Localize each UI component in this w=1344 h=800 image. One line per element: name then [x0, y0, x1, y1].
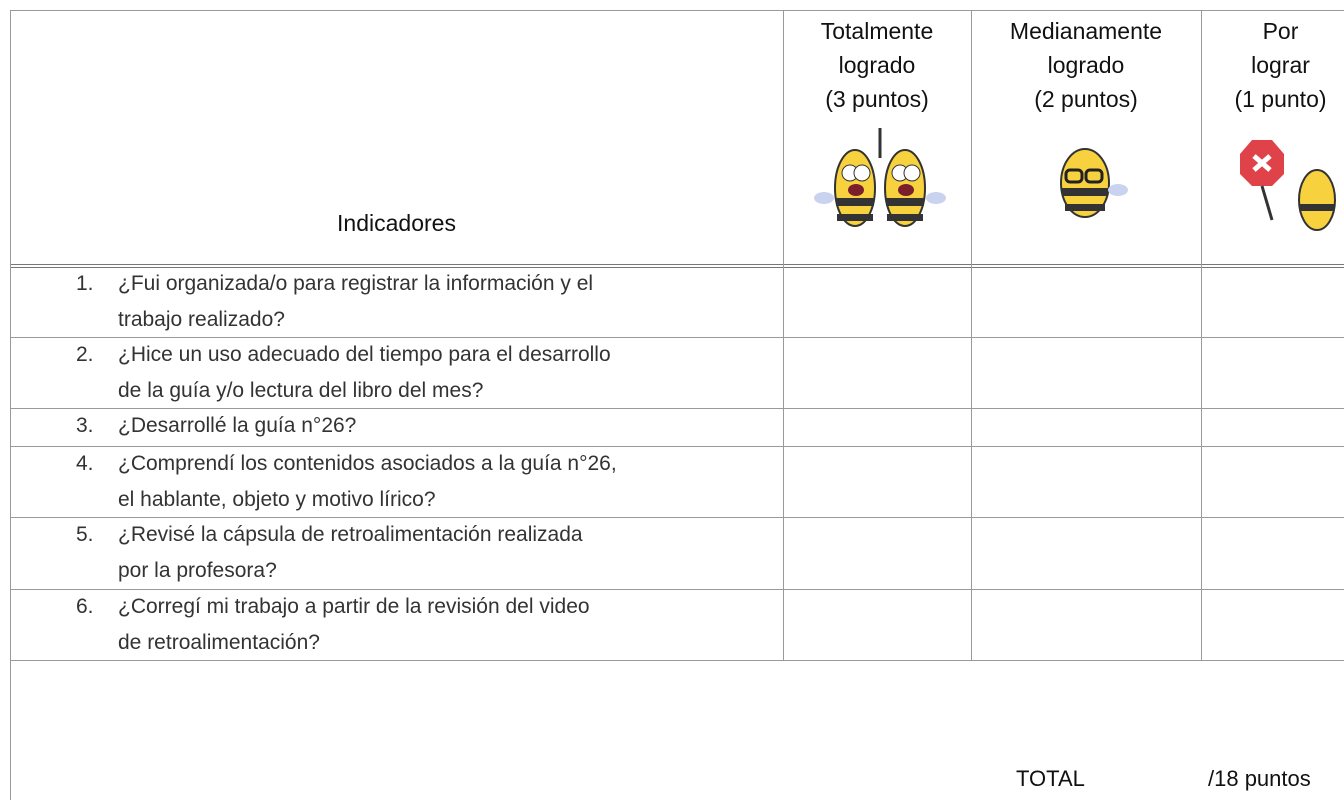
row-text: ¿Fui organizada/o para registrar la info… [118, 272, 594, 295]
column-header: (1 punto) [1234, 86, 1327, 112]
row-number: 5. [76, 523, 94, 546]
border [10, 10, 11, 800]
border [971, 10, 972, 660]
total-label: TOTAL [1016, 766, 1085, 791]
column-header: Por [1262, 18, 1299, 44]
bee-glasses-illustration [1060, 148, 1128, 218]
column-header: Medianamente [1009, 18, 1163, 44]
border [10, 10, 1344, 11]
column-header: logrado [838, 52, 916, 78]
column-header: Totalmente [820, 18, 934, 44]
border [10, 337, 1344, 338]
column-header: logrado [1047, 52, 1125, 78]
row-number: 1. [76, 272, 94, 295]
row-number: 2. [76, 343, 94, 366]
row-text: ¿Corregí mi trabajo a partir de la revis… [118, 595, 590, 618]
row-number: 6. [76, 595, 94, 618]
row-text: de retroalimentación? [118, 631, 320, 654]
row-text: de la guía y/o lectura del libro del mes… [118, 379, 484, 402]
border [10, 408, 1344, 409]
border [1201, 10, 1202, 660]
border [10, 264, 1344, 265]
row-number: 4. [76, 452, 94, 475]
bees-illustration [814, 128, 946, 227]
border [783, 10, 784, 660]
row-number: 3. [76, 414, 94, 437]
border [10, 446, 1344, 447]
row-text: por la profesora? [118, 559, 277, 582]
row-text: ¿Hice un uso adecuado del tiempo para el… [118, 343, 611, 366]
row-text: ¿Desarrollé la guía n°26? [118, 414, 357, 437]
row-text: ¿Comprendí los contenidos asociados a la… [118, 452, 617, 475]
row-text: ¿Revisé la cápsula de retroalimentación … [118, 523, 583, 546]
border [10, 589, 1344, 590]
border [10, 660, 1344, 661]
row-text: trabajo realizado? [118, 308, 285, 331]
bee-stop-illustration [1240, 140, 1336, 231]
total-points: /18 puntos [1208, 766, 1311, 791]
row-text: el hablante, objeto y motivo lírico? [118, 488, 436, 511]
border [10, 517, 1344, 518]
header-indicators: Indicadores [337, 210, 456, 236]
border [10, 267, 1344, 268]
column-header: (2 puntos) [1034, 86, 1138, 112]
column-header: lograr [1251, 52, 1310, 78]
column-header: (3 puntos) [825, 86, 929, 112]
